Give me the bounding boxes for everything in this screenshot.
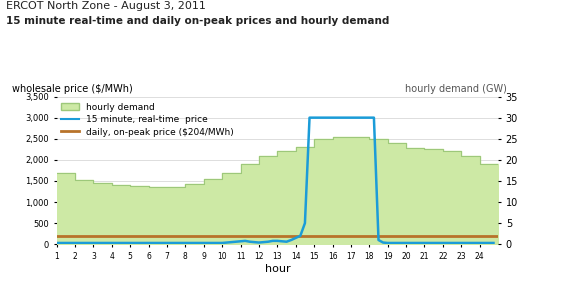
Text: 15 minute real-time and daily on-peak prices and hourly demand: 15 minute real-time and daily on-peak pr…: [6, 16, 389, 26]
Text: hourly demand (GW): hourly demand (GW): [405, 83, 507, 94]
Text: ERCOT North Zone - August 3, 2011: ERCOT North Zone - August 3, 2011: [6, 1, 205, 11]
X-axis label: hour: hour: [264, 264, 290, 274]
Text: wholesale price ($/MWh): wholesale price ($/MWh): [12, 83, 133, 94]
Legend: hourly demand, 15 minute, real-time  price, daily, on-peak price ($204/MWh): hourly demand, 15 minute, real-time pric…: [61, 103, 234, 137]
